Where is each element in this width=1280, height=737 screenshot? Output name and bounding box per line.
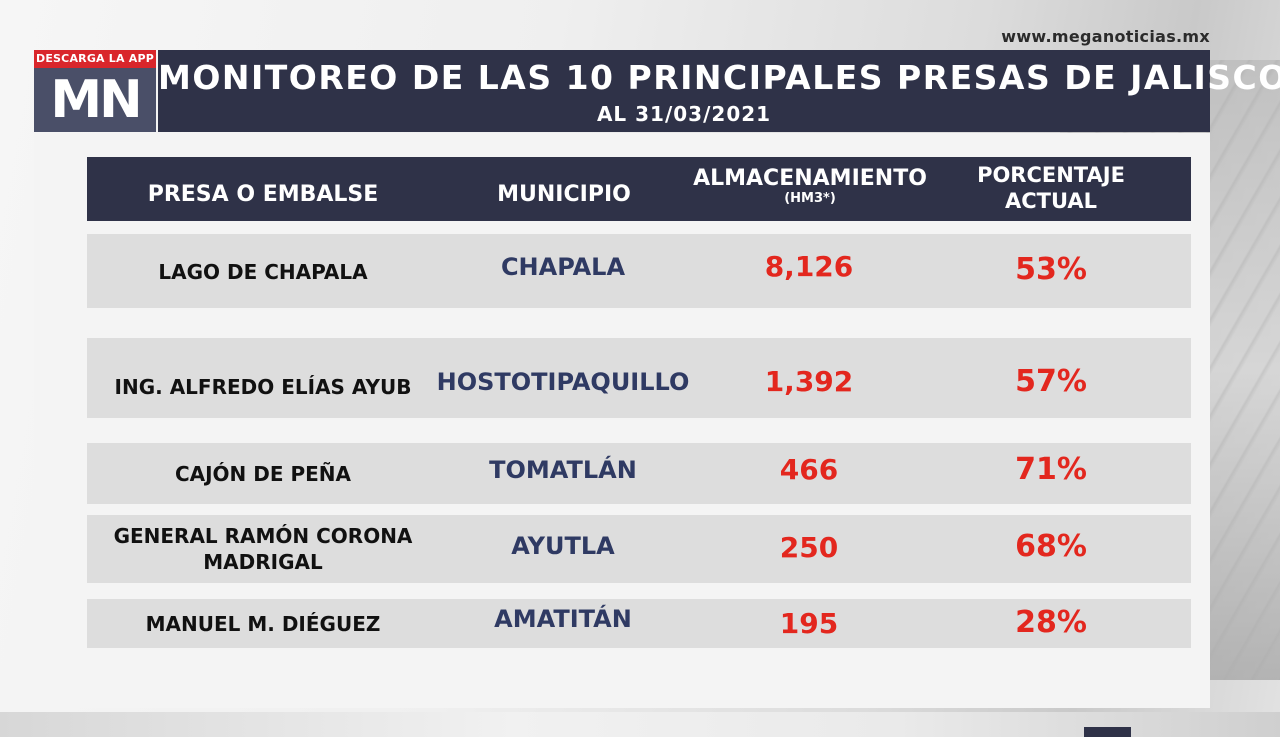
column-header-presa: PRESA O EMBALSE [147,182,379,207]
presa-name: GENERAL RAMÓN CORONA [113,524,413,548]
table-row: ING. ALFREDO ELÍAS AYUB HOSTOTIPAQUILLO … [87,338,1191,418]
bottom-strip [0,712,1280,737]
municipio-name: HOSTOTIPAQUILLO [436,368,690,396]
presa-name: CAJÓN DE PEÑA [174,462,352,486]
table-row: MANUEL M. DIÉGUEZ AMATITÁN 195 28% [87,599,1191,648]
municipio-name: AYUTLA [511,532,615,560]
almacenamiento-value: 8,126 [764,250,854,283]
porcentaje-value: 71% [1015,452,1087,487]
presa-name-line2: MADRIGAL [203,550,323,574]
presa-name: LAGO DE CHAPALA [158,260,368,284]
porcentaje-value: 53% [1015,252,1087,287]
page-subtitle-date: AL 31/03/2021 [596,102,772,126]
almacenamiento-value: 250 [779,531,839,564]
column-header-municipio: MUNICIPIO [497,182,631,207]
almacenamiento-unit: (HM3*) [784,191,836,206]
page-title: MONITOREO DE LAS 10 PRINCIPALES PRESAS D… [158,58,1280,97]
porcentaje-value: 28% [1015,605,1087,640]
column-header-porcentaje: PORCENTAJE ACTUAL [937,162,1165,214]
table-row: LAGO DE CHAPALA CHAPALA 8,126 53% [87,234,1191,308]
website-url[interactable]: www.meganoticias.mx [1001,27,1210,46]
porcentaje-value: 68% [1015,529,1087,564]
municipio-name: CHAPALA [500,253,626,281]
column-header-almacenamiento: ALMACENAMIENTO (HM3*) [675,167,945,207]
presa-name: MANUEL M. DIÉGUEZ [145,612,381,636]
presa-name: ING. ALFREDO ELÍAS AYUB [114,375,412,399]
porcentaje-label-line2: ACTUAL [1004,189,1098,213]
title-bar: MONITOREO DE LAS 10 PRINCIPALES PRESAS D… [158,50,1280,132]
almacenamiento-value: 195 [779,607,839,640]
porcentaje-label-line1: PORCENTAJE [977,163,1125,187]
almacenamiento-label: ALMACENAMIENTO [693,166,927,191]
download-app-badge[interactable]: DESCARGA LA APP [34,50,156,68]
table-header: PRESA O EMBALSE MUNICIPIO ALMACENAMIENTO… [87,157,1191,221]
almacenamiento-value: 1,392 [764,365,854,398]
corner-marker [1084,727,1131,737]
municipio-name: TOMATLÁN [489,456,637,484]
table-row: GENERAL RAMÓN CORONA MADRIGAL AYUTLA 250… [87,515,1191,583]
mn-logo-text: MN [50,70,142,130]
porcentaje-value: 57% [1015,364,1087,399]
almacenamiento-value: 466 [779,453,839,486]
table-row: CAJÓN DE PEÑA TOMATLÁN 466 71% [87,443,1191,504]
municipio-name: AMATITÁN [494,605,632,633]
